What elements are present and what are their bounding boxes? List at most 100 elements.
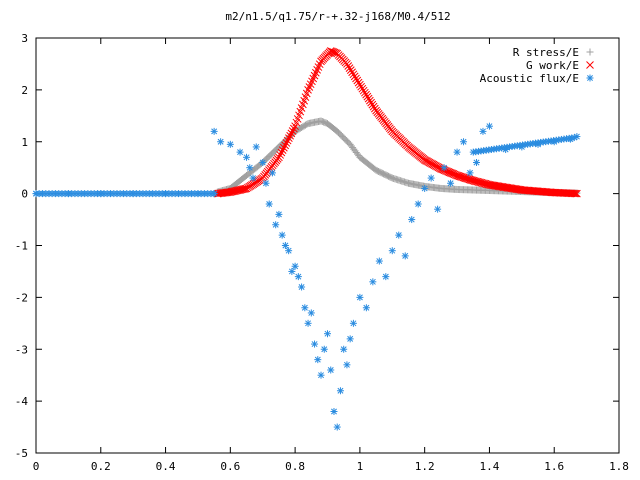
y-tick-label: -4 (15, 395, 29, 408)
data-point (280, 143, 288, 152)
data-point (357, 82, 365, 91)
data-point (367, 98, 375, 107)
data-point (320, 345, 328, 353)
y-tick-label: 3 (21, 32, 28, 45)
data-point (243, 153, 251, 161)
data-point (345, 64, 354, 72)
data-point (304, 319, 312, 327)
data-point (440, 164, 448, 172)
data-point (236, 148, 244, 156)
chart-title: m2/n1.5/q1.75/r-+.32-j168/M0.4/512 (225, 10, 450, 23)
data-point (401, 252, 409, 260)
data-point (570, 134, 578, 142)
data-point (286, 131, 294, 140)
data-point (252, 143, 260, 151)
data-point (460, 138, 468, 146)
data-point (350, 72, 359, 81)
data-point (281, 141, 289, 150)
data-point (285, 247, 293, 255)
data-point (362, 304, 370, 312)
legend-entry-label: G work/E (526, 59, 579, 72)
data-point (307, 309, 315, 317)
data-point (370, 104, 379, 113)
x-tick-label: 1.6 (544, 460, 564, 473)
data-point (226, 140, 234, 148)
x-tick-label: 1 (357, 460, 364, 473)
data-point (287, 129, 296, 138)
legend-entry-marker (586, 48, 594, 56)
x-tick-label: 1.8 (609, 460, 629, 473)
data-point (395, 231, 403, 239)
data-point (366, 96, 374, 105)
data-point (570, 189, 579, 198)
y-tick-label: 1 (21, 136, 28, 149)
y-tick-label: -3 (15, 343, 28, 356)
data-point (329, 48, 338, 56)
data-point (278, 146, 287, 154)
data-point (358, 84, 367, 93)
data-point (408, 216, 416, 224)
y-tick-label: 0 (21, 188, 28, 201)
data-point (283, 136, 292, 145)
data-point (277, 148, 286, 157)
data-point (241, 184, 250, 193)
data-point (272, 221, 280, 229)
data-point (282, 139, 291, 147)
data-point (276, 151, 285, 159)
data-point (466, 169, 474, 177)
data-point (275, 153, 283, 162)
data-point (249, 174, 257, 182)
data-point (285, 134, 293, 143)
x-tick-label: 0.8 (285, 460, 305, 473)
data-point (343, 60, 351, 68)
data-point (288, 267, 296, 275)
data-point (314, 356, 322, 364)
data-point (349, 70, 358, 79)
data-point (359, 86, 368, 95)
data-point (210, 190, 218, 198)
data-point (262, 179, 270, 187)
data-point (333, 423, 341, 431)
x-tick-label: 0.4 (156, 460, 176, 473)
data-point (278, 231, 286, 239)
legend-entry-marker (586, 74, 594, 82)
y-tick-label: -1 (15, 240, 28, 253)
data-point (317, 371, 325, 379)
data-point (349, 319, 357, 327)
data-point (265, 200, 273, 208)
data-point (346, 66, 355, 75)
data-point (326, 47, 335, 55)
data-point (485, 122, 493, 130)
data-point (324, 330, 331, 338)
data-point (340, 345, 348, 353)
data-point (259, 159, 267, 166)
data-point (311, 340, 319, 348)
data-point (217, 138, 225, 146)
data-point (369, 102, 378, 111)
data-point (246, 164, 254, 172)
data-point (369, 278, 377, 286)
data-point (362, 90, 370, 99)
data-point (348, 68, 356, 77)
data-point (472, 159, 480, 166)
data-point (275, 210, 283, 218)
data-point (427, 174, 435, 182)
data-point (353, 76, 362, 85)
data-point (352, 74, 360, 83)
y-tick-label: -5 (15, 447, 28, 460)
data-point (290, 124, 298, 133)
data-point (421, 184, 429, 192)
data-point (447, 179, 455, 187)
data-point (294, 273, 302, 281)
y-tick-label: 2 (21, 84, 28, 97)
x-tick-label: 1.2 (415, 460, 435, 473)
legend-entry-label: R stress/E (513, 46, 579, 59)
data-point (388, 247, 396, 255)
data-point (382, 273, 390, 281)
data-point (375, 257, 383, 265)
data-point (453, 148, 461, 156)
x-tick-label: 1.4 (480, 460, 500, 473)
legend-entry-label: Acoustic flux/E (480, 72, 579, 85)
